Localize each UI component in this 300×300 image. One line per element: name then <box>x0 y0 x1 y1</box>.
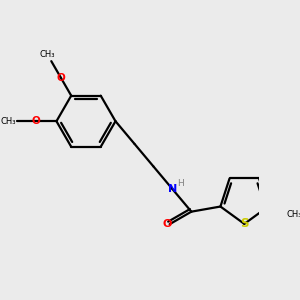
Text: CH₃: CH₃ <box>40 50 55 58</box>
Text: CH₃: CH₃ <box>286 211 300 220</box>
Text: N: N <box>168 184 177 194</box>
Text: S: S <box>240 218 249 230</box>
Text: CH₃: CH₃ <box>1 117 16 126</box>
Text: H: H <box>177 179 184 188</box>
Text: O: O <box>56 73 65 83</box>
Text: O: O <box>32 116 40 126</box>
Text: O: O <box>163 219 172 229</box>
